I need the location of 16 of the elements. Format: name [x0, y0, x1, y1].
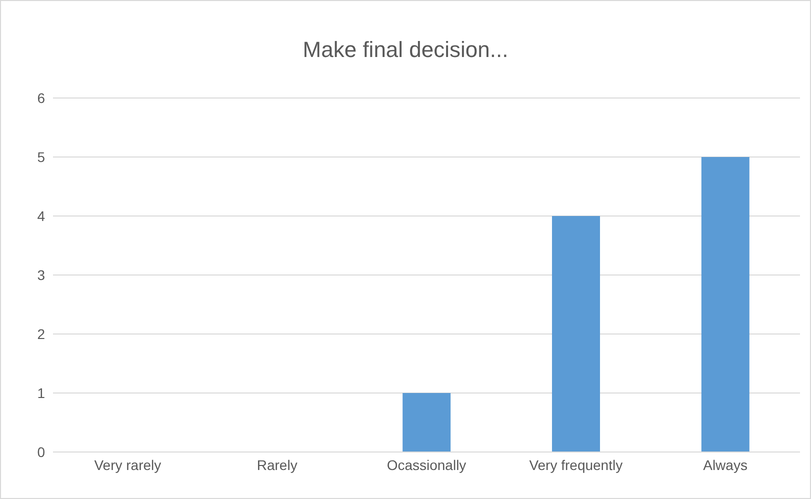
y-tick-label: 4 [37, 208, 46, 224]
x-tick-label: Very rarely [94, 456, 162, 473]
x-tick-label: Ocassionally [386, 456, 466, 473]
x-tick-label: Rarely [256, 456, 298, 473]
chart-title: Make final decision... [302, 37, 510, 63]
y-tick-label: 2 [37, 326, 46, 342]
bar [552, 216, 600, 452]
x-tick-label: Always [703, 456, 748, 473]
x-tick-label: Very frequently [529, 456, 623, 473]
y-tick-label: 5 [37, 148, 46, 165]
y-tick-label: 1 [37, 384, 46, 401]
y-tick-label: 0 [37, 444, 46, 460]
bar [701, 157, 750, 452]
y-tick-label: 3 [37, 266, 46, 283]
bar [402, 393, 451, 452]
y-tick-label: 6 [37, 90, 46, 106]
